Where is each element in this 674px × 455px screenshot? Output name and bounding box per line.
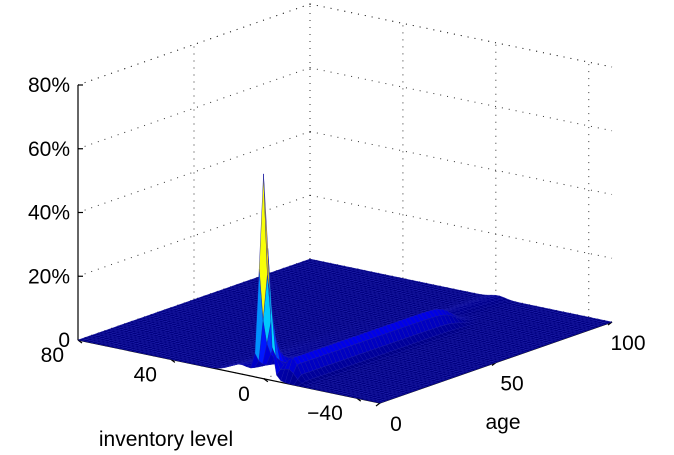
grid-line — [77, 3, 311, 86]
grid-line — [77, 67, 311, 150]
grid-line — [309, 131, 613, 195]
x-tick-label: 50 — [500, 373, 523, 396]
y-tick-mark — [170, 358, 176, 363]
x-tick-mark — [375, 402, 381, 407]
z-tick-label: 60% — [28, 138, 70, 161]
y-axis-label: inventory level — [99, 428, 233, 451]
x-tick-label: 0 — [390, 413, 402, 436]
x-tick-mark — [607, 321, 613, 326]
grid-line — [309, 194, 613, 259]
grid-line — [309, 3, 613, 68]
grid-line — [77, 3, 311, 86]
z-tick-label: 40% — [28, 202, 70, 225]
x-axis-label: age — [485, 411, 520, 434]
y-tick-label: 0 — [238, 383, 250, 406]
x-tick-mark — [491, 362, 497, 366]
y-tick-label: −40 — [307, 402, 343, 425]
grid-line — [309, 67, 613, 132]
y-tick-label: 80 — [41, 344, 64, 367]
y-tick-mark — [263, 378, 269, 383]
z-tick-label: 20% — [28, 265, 70, 288]
y-tick-label: 40 — [134, 363, 157, 386]
surface-mesh — [77, 173, 613, 404]
z-tick-label: 80% — [28, 74, 70, 97]
x-tick-label: 100 — [610, 332, 645, 355]
grid-line — [77, 131, 311, 213]
y-tick-mark — [356, 397, 362, 402]
